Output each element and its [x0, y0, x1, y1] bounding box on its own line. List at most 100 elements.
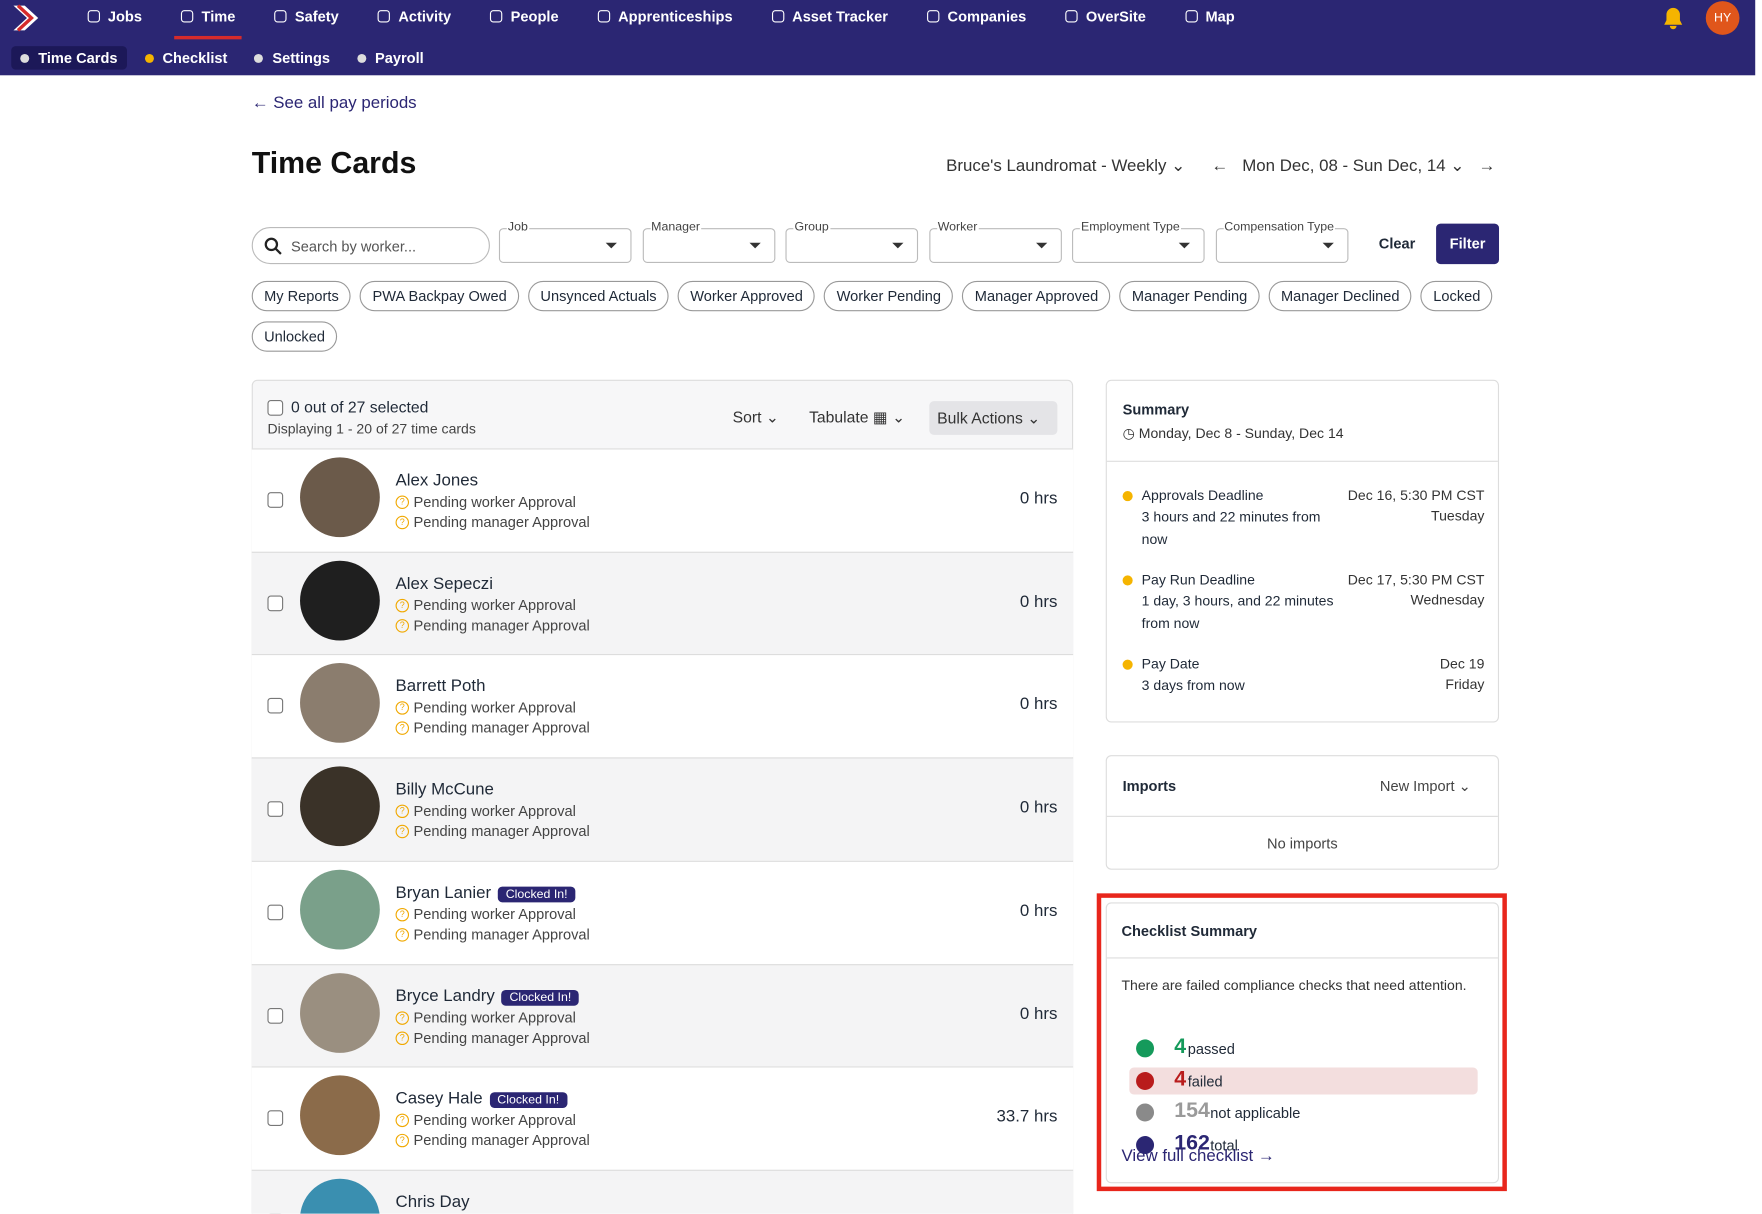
filter-chip[interactable]: PWA Backpay Owed — [360, 280, 520, 312]
worker-name: Alex Jones — [396, 471, 478, 490]
name-text: Alex Sepeczi — [395, 573, 493, 593]
filter-chip[interactable]: Worker Approved — [677, 280, 816, 312]
filter-chip[interactable]: Manager Approved — [962, 280, 1111, 312]
period-select[interactable]: ← Mon Dec, 08 - Sun Dec, 14 ⌄ → — [1211, 156, 1496, 176]
time-card-row[interactable]: Billy McCune Pending worker Approval Pendi… — [251, 757, 1074, 861]
nav-label[interactable]: Apprenticeships — [597, 8, 733, 25]
item-detail: 3 hours and 22 minutes from now — [1141, 509, 1321, 548]
clocked-badge: Clocked In! — [489, 1092, 567, 1109]
bell-icon[interactable] — [1661, 6, 1686, 31]
displaying-count: Displaying 1 - 20 of 27 time cards — [267, 421, 476, 438]
bulk-text[interactable]: Bulk Actions — [937, 409, 1023, 428]
nav-label[interactable]: Time — [174, 8, 243, 40]
filter-select[interactable]: Worker — [928, 220, 1062, 263]
stat-label: not applicable — [1210, 1104, 1301, 1122]
nav-label[interactable]: People — [490, 8, 559, 25]
checklist-title: Checklist Summary — [1121, 922, 1258, 940]
time-card-row[interactable]: Chris Day — [251, 1169, 1074, 1214]
row-checkbox[interactable] — [267, 1110, 284, 1127]
worker-name: Bryan Lanier Clocked In! — [395, 882, 576, 903]
filter-chip[interactable]: My Reports — [251, 280, 352, 312]
hours: 0 hrs — [1019, 694, 1058, 714]
time-card-row[interactable]: Casey Hale Clocked In! Pending worker Appr… — [251, 1066, 1074, 1170]
worker-name: Alex Sepeczi — [396, 574, 493, 593]
logo[interactable] — [11, 3, 45, 32]
divider — [1106, 460, 1498, 462]
select-label: Worker — [936, 220, 979, 234]
search-placeholder: Search by worker... — [291, 238, 417, 256]
divider — [1106, 957, 1498, 959]
worker-name: Billy McCune — [396, 780, 494, 799]
filter-chip[interactable]: Manager Pending — [1119, 280, 1260, 312]
caret — [1178, 242, 1190, 254]
nav-label[interactable]: OverSite — [1065, 8, 1146, 25]
sort-button[interactable]: Sort ⌄ — [732, 407, 780, 426]
filter-select[interactable]: Compensation Type — [1215, 220, 1348, 263]
hours: 0 hrs — [1019, 1004, 1058, 1024]
select-all-checkbox[interactable] — [267, 400, 284, 416]
item-label: Pay Date — [1141, 656, 1200, 672]
stat-icon — [1136, 1135, 1155, 1154]
imports-panel: Imports New Import ⌄ No imports — [1105, 755, 1500, 870]
nav-label[interactable]: Safety — [274, 8, 339, 25]
row-checkbox[interactable] — [267, 904, 284, 921]
filter-chip[interactable]: Unlocked — [251, 321, 338, 352]
checklist-link[interactable]: View full checklist → — [1121, 1146, 1275, 1166]
time-card-row[interactable]: Alex Sepeczi Pending worker Approval Pendi… — [251, 551, 1074, 655]
filter-button[interactable]: Filter — [1436, 223, 1500, 265]
row-checkbox[interactable] — [267, 698, 284, 714]
row-checkbox[interactable] — [267, 801, 284, 818]
filter-chip[interactable]: Worker Pending — [824, 280, 954, 312]
time-card-row[interactable]: Bryce Landry Clocked In! Pending worker Ap… — [251, 963, 1074, 1067]
row-checkbox[interactable] — [267, 1007, 284, 1024]
back-link[interactable]: ← See all pay periods — [251, 93, 417, 113]
user-avatar[interactable]: HY — [1705, 1, 1740, 35]
row-checkbox[interactable] — [267, 492, 284, 508]
clear-button[interactable]: Clear — [1378, 234, 1416, 252]
filter-select[interactable]: Manager — [642, 220, 775, 263]
search-box[interactable]: Search by worker... — [251, 226, 490, 265]
nav-label[interactable]: Jobs — [87, 8, 142, 25]
company-select[interactable]: Bruce's Laundromat - Weekly ⌄ — [946, 156, 1186, 176]
stat-count: 162 — [1174, 1131, 1210, 1155]
time-card-row[interactable]: Barrett Poth Pending worker Approval Pendi… — [251, 654, 1074, 758]
time-card-row[interactable]: Alex Jones Pending worker Approval Pending… — [251, 448, 1074, 552]
filter-select[interactable]: Employment Type — [1072, 220, 1205, 263]
status: Pending manager Approval — [395, 720, 590, 736]
checklist-link-text[interactable]: View full checklist — [1121, 1146, 1254, 1166]
filter-select[interactable]: Group — [785, 220, 919, 263]
status: Pending manager Approval — [395, 823, 590, 840]
nav-label[interactable]: Activity — [378, 8, 451, 25]
status: Pending worker Approval — [395, 1009, 576, 1025]
name-text: Bryan Lanier — [395, 882, 492, 903]
tabulate-text[interactable]: Tabulate — [809, 407, 869, 426]
filter-chip[interactable]: Locked — [1420, 280, 1493, 312]
filter-chip[interactable]: Manager Declined — [1268, 280, 1412, 312]
nav-label[interactable]: Map — [1185, 8, 1235, 25]
subnav-item[interactable]: Time Cards — [11, 46, 127, 70]
back-text[interactable]: See all pay periods — [273, 93, 417, 113]
new-import[interactable]: New Import ⌄ — [1379, 777, 1471, 795]
subnav-item[interactable]: Settings — [245, 46, 339, 70]
stat-row: 154 not applicable — [1129, 1099, 1477, 1126]
filter-chip[interactable]: Unsynced Actuals — [528, 280, 669, 312]
subnav-item[interactable]: Payroll — [348, 46, 433, 70]
subnav-item[interactable]: Checklist — [135, 46, 236, 70]
period-text[interactable]: Mon Dec, 08 - Sun Dec, 14 — [1242, 156, 1446, 176]
bulk-actions[interactable]: Bulk Actions ⌄ — [929, 401, 1058, 435]
sort-text[interactable]: Sort — [732, 407, 762, 426]
tabulate-button[interactable]: Tabulate ▦ ⌄ — [809, 407, 906, 426]
nav-label[interactable]: Companies — [927, 8, 1026, 25]
time-card-row[interactable]: Bryan Lanier Clocked In! Pending worker Ap… — [251, 860, 1074, 964]
select-label: Job — [506, 220, 529, 234]
item-label: Pay Run Deadline — [1141, 571, 1255, 588]
name-text: Bryce Landry — [395, 986, 495, 1006]
company-text[interactable]: Bruce's Laundromat - Weekly — [946, 156, 1167, 176]
avatar — [300, 663, 380, 744]
row-checkbox[interactable] — [267, 595, 284, 611]
status: Pending manager Approval — [395, 514, 590, 530]
summary-panel: Summary ◷ Monday, Dec 8 - Sunday, Dec 14… — [1105, 379, 1500, 723]
filter-select[interactable]: Job — [498, 220, 632, 263]
nav-label[interactable]: Asset Tracker — [771, 8, 888, 25]
new-import-text[interactable]: New Import — [1379, 777, 1455, 795]
